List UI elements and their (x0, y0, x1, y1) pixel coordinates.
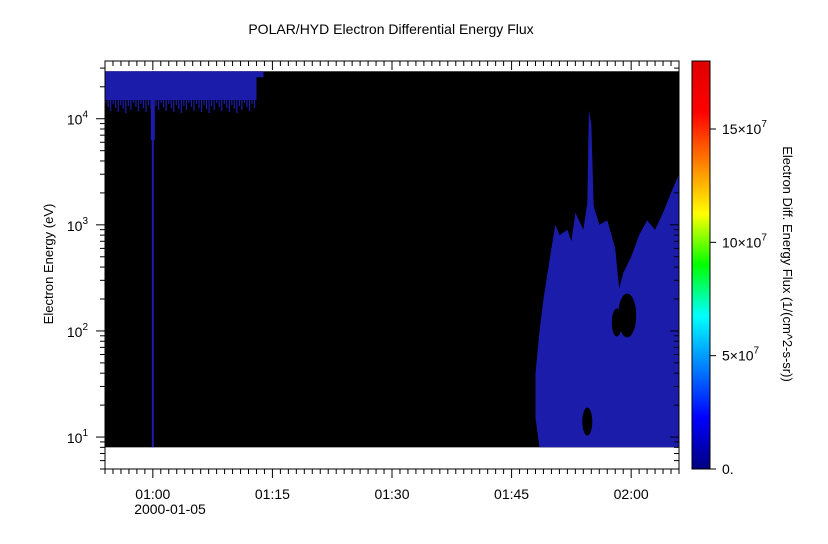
band-fringe (208, 100, 210, 114)
colorbar-tick-label: 5×107 (722, 346, 760, 364)
region-high-energy-band (105, 71, 257, 101)
data-layer (105, 71, 679, 448)
band-fringe (158, 100, 160, 111)
y-tick-label: 104 (67, 110, 89, 128)
band-fringe (110, 100, 112, 112)
band-fringe (190, 100, 193, 108)
region-late-interval (535, 110, 679, 448)
y-tick-label: 103 (67, 216, 89, 234)
band-fringe (160, 100, 162, 104)
spike-head (150, 100, 155, 141)
band-fringe (236, 100, 238, 114)
low-flux-gap (582, 407, 593, 436)
x-tick-label: 02:00 (614, 486, 649, 502)
colorbar-tick-label: 15×107 (722, 119, 767, 137)
y-tick-label: 101 (67, 428, 89, 446)
band-fringe (165, 100, 167, 112)
band-fringe (203, 100, 205, 106)
band-fringe (251, 100, 253, 105)
colorbar (691, 60, 711, 470)
band-fringe (221, 100, 223, 112)
x-axis: 01:00 01:15 01:30 01:45 02:00 (104, 61, 680, 502)
band-fringe (145, 100, 147, 113)
band-fringe (188, 100, 190, 104)
band-fringe (125, 100, 127, 114)
band-fringe (112, 100, 114, 105)
band-fringe (195, 100, 198, 105)
band-fringe (223, 100, 225, 105)
band-fringe (218, 100, 220, 108)
band-fringe (155, 100, 157, 107)
band-fringe (178, 100, 180, 110)
band-fringe (183, 100, 185, 107)
low-flux-gap (611, 308, 622, 337)
band-fringe (120, 100, 122, 106)
band-fringe (180, 100, 182, 114)
band-extension (255, 71, 264, 78)
band-fringe (213, 100, 215, 111)
colorbar-label: Electron Diff. Energy Flux (1/(cm^2-s-sr… (780, 146, 795, 382)
band-fringe (200, 100, 203, 113)
band-fringe (168, 100, 170, 105)
band-fringe (117, 100, 119, 113)
band-fringe (132, 100, 134, 104)
band-fringe (105, 100, 107, 104)
colorbar-axis: 0. 5×107 10×107 15×107 (710, 119, 767, 477)
y-tick-label: 102 (67, 322, 89, 340)
band-fringe (137, 100, 140, 112)
x-date-label: 2000-01-05 (134, 501, 206, 517)
band-fringe (226, 100, 228, 109)
x-tick-label: 01:15 (255, 486, 290, 502)
band-fringe (246, 100, 248, 108)
band-fringe (193, 100, 195, 112)
band-fringe (211, 100, 213, 107)
band-fringe (243, 100, 246, 104)
colorbar-tick-label: 0. (722, 461, 734, 477)
band-fringe (231, 100, 233, 106)
band-fringe (198, 100, 200, 109)
band-fringe (122, 100, 124, 110)
y-axis: 101 102 103 104 (67, 67, 679, 470)
band-fringe (216, 100, 218, 104)
band-fringe (238, 100, 241, 107)
band-fringe (142, 100, 145, 109)
x-tick-label: 01:00 (135, 486, 170, 502)
band-fringe (147, 100, 150, 106)
region-spike (151, 71, 154, 448)
band-fringe (170, 100, 172, 109)
band-fringe (253, 100, 256, 109)
band-fringe (127, 100, 129, 107)
band-fringe (130, 100, 132, 111)
band-fringe (233, 100, 235, 110)
band-fringe (241, 100, 243, 111)
band-fringe (173, 100, 175, 113)
band-fringe (107, 100, 109, 108)
x-tick-label: 01:30 (374, 486, 409, 502)
x-tick-label: 01:45 (494, 486, 529, 502)
band-fringe (175, 100, 177, 106)
band-fringe (115, 100, 117, 109)
chart-title: POLAR/HYD Electron Differential Energy F… (248, 21, 533, 37)
colorbar-tick-label: 10×107 (722, 232, 767, 250)
band-fringe (205, 100, 208, 110)
band-fringe (135, 100, 137, 108)
band-fringe (140, 100, 142, 105)
y-axis-label: Electron Energy (eV) (41, 204, 56, 325)
low-flux-gap (618, 293, 637, 338)
band-fringe (185, 100, 187, 111)
band-fringe (228, 100, 230, 113)
band-fringe (163, 100, 165, 108)
band-fringe (248, 100, 251, 112)
